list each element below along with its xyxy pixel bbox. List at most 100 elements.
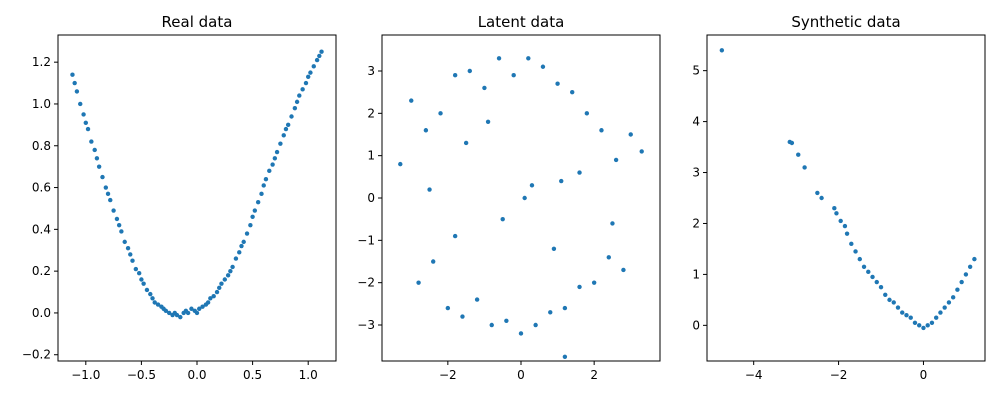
data-point <box>485 119 491 124</box>
data-point <box>89 139 94 144</box>
data-point <box>152 300 157 305</box>
data-point <box>308 70 313 75</box>
data-point <box>904 312 909 318</box>
data-point <box>610 221 615 226</box>
data-point <box>141 281 146 286</box>
data-point <box>606 255 611 260</box>
y-tick-label: −3 <box>357 318 375 332</box>
data-point <box>500 216 505 222</box>
data-point <box>452 233 458 239</box>
data-point <box>241 239 246 245</box>
axes-frame <box>381 34 661 362</box>
data-point <box>278 141 283 146</box>
x-tick-label: −4 <box>745 368 763 382</box>
data-point <box>255 199 261 205</box>
data-point <box>197 306 202 311</box>
data-point <box>281 133 286 138</box>
data-point <box>959 279 964 285</box>
data-point <box>467 68 472 74</box>
y-tick-label: 0 <box>692 318 700 332</box>
data-point <box>228 268 233 274</box>
data-point <box>105 191 111 197</box>
data-point <box>559 178 564 184</box>
data-point <box>416 280 421 285</box>
data-point <box>116 222 122 228</box>
scatter-points <box>719 48 977 331</box>
x-tick-label: −2 <box>439 368 457 382</box>
data-point <box>639 149 644 154</box>
data-point <box>972 256 977 262</box>
data-point <box>306 74 311 79</box>
data-point <box>912 320 918 325</box>
data-point <box>861 264 867 269</box>
y-tick-label: 0.6 <box>32 181 51 195</box>
data-point <box>570 89 575 95</box>
data-point <box>263 176 269 182</box>
axes-frame <box>706 34 986 362</box>
data-point <box>895 305 901 310</box>
data-point <box>887 297 892 303</box>
data-point <box>94 156 100 161</box>
data-point <box>178 314 183 320</box>
y-tick-label: 3 <box>367 64 375 78</box>
y-tick-label: −2 <box>357 276 375 290</box>
data-point <box>511 73 516 78</box>
data-point <box>802 165 807 170</box>
data-point <box>853 249 858 254</box>
chart-panel-3: Synthetic data −4 −2 0 0 1 2 3 4 5 <box>692 13 986 382</box>
data-point <box>866 269 871 275</box>
data-point <box>81 112 86 117</box>
data-point <box>259 191 264 197</box>
data-point <box>445 305 451 311</box>
data-point <box>883 292 888 297</box>
data-point <box>950 295 956 300</box>
data-point <box>128 252 133 257</box>
data-point <box>319 49 324 54</box>
data-point <box>285 122 291 128</box>
chart-panel-1: Real data −1.0 −0.5 0.0 0.5 1.0 −0.2 0.0 0.2 0.4 0… <box>22 13 337 382</box>
scatter-points <box>70 49 324 320</box>
data-point <box>167 310 172 316</box>
data-point <box>482 85 487 91</box>
data-point <box>85 126 91 132</box>
data-point <box>891 300 896 305</box>
data-point <box>540 64 546 69</box>
data-point <box>409 98 414 103</box>
data-point <box>577 284 582 290</box>
data-point <box>933 315 939 320</box>
data-point <box>314 57 320 63</box>
data-point <box>225 273 231 278</box>
x-tick-label: 0.0 <box>187 368 206 382</box>
data-point <box>130 258 135 263</box>
data-point <box>398 161 403 167</box>
data-point <box>874 279 879 285</box>
data-point <box>78 101 83 107</box>
data-point <box>929 320 935 325</box>
data-point <box>217 285 222 291</box>
y-tick-label: 0.4 <box>32 222 51 236</box>
data-point <box>74 89 80 94</box>
y-tick-label: 2 <box>692 216 700 230</box>
y-tick-label: 0 <box>367 191 375 205</box>
data-point <box>463 140 469 146</box>
data-point <box>938 310 943 315</box>
data-point <box>205 300 211 305</box>
data-point <box>148 291 153 297</box>
data-point <box>208 296 213 301</box>
data-point <box>174 312 180 318</box>
data-point <box>518 331 524 336</box>
data-point <box>317 53 322 59</box>
data-point <box>111 208 116 213</box>
y-tick-label: 1.0 <box>32 97 51 111</box>
data-point <box>200 304 205 309</box>
data-point <box>551 246 557 252</box>
data-point <box>230 264 235 270</box>
x-tick-label: 2 <box>590 368 598 382</box>
data-point <box>150 296 155 301</box>
data-point <box>133 266 139 272</box>
data-point <box>526 56 531 61</box>
data-point <box>577 170 582 175</box>
x-tick-label: 0 <box>517 368 525 382</box>
data-point <box>921 325 926 331</box>
data-point <box>460 314 465 319</box>
